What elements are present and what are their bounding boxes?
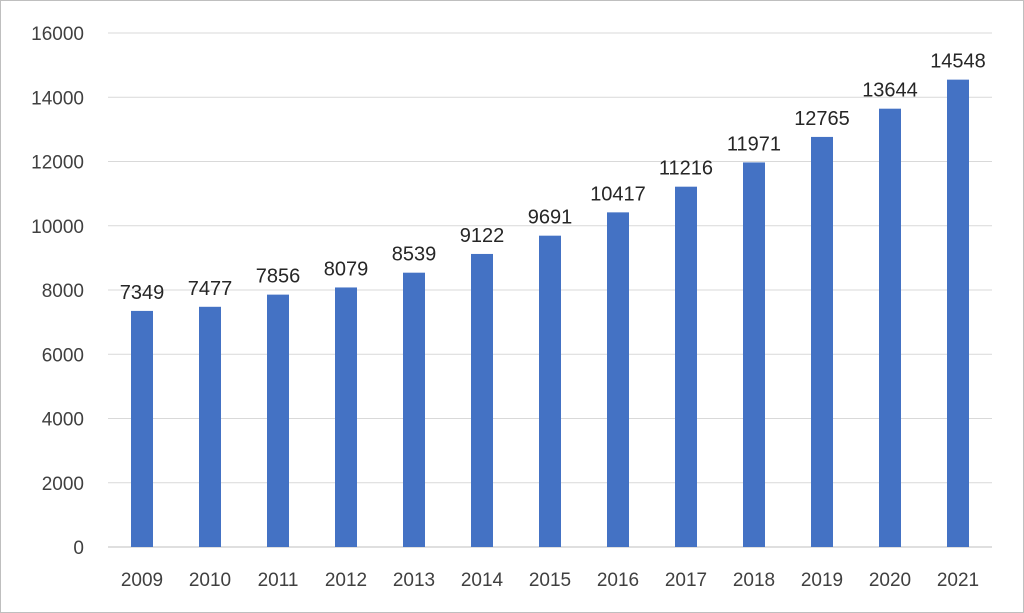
x-axis-ticks: 2009 2010 2011 2012 2013 2014 2015 2016 2017 2018… [121, 570, 979, 591]
bar-2019 [811, 136, 833, 547]
data-label-2015: 9691 [528, 207, 573, 229]
data-label-2014: 9122 [460, 225, 505, 247]
data-label-2011: 7856 [256, 266, 301, 288]
x-tick-label: 2020 [869, 570, 911, 591]
y-tick-label: 14000 [31, 88, 84, 109]
bar-2018 [743, 162, 765, 547]
y-axis-ticks: 0 2000 4000 6000 8000 10000 12000 14000 16000 [31, 24, 84, 559]
y-tick-label: 0 [73, 538, 84, 559]
x-tick-label: 2012 [325, 570, 367, 591]
x-tick-label: 2010 [189, 570, 231, 591]
y-tick-label: 12000 [31, 153, 84, 174]
x-tick-label: 2021 [937, 570, 979, 591]
x-tick-label: 2018 [733, 570, 775, 591]
bar-2015 [539, 235, 561, 547]
bar-2012 [335, 287, 357, 547]
y-tick-label: 4000 [42, 410, 84, 431]
bar-2016 [607, 212, 629, 547]
y-tick-label: 2000 [42, 474, 84, 495]
data-labels: 7349 7477 7856 8079 8539 9122 9691 10417 11216 11… [120, 51, 986, 304]
data-label-2017: 11216 [659, 158, 713, 180]
bar-2014 [471, 253, 493, 547]
x-tick-label: 2014 [461, 570, 504, 591]
data-label-2018: 11971 [727, 133, 781, 155]
y-tick-label: 8000 [42, 281, 84, 302]
bar-2013 [403, 272, 425, 547]
x-tick-label: 2013 [393, 570, 435, 591]
x-tick-label: 2017 [665, 570, 707, 591]
bar-2009 [131, 310, 153, 547]
data-label-2010: 7477 [188, 278, 233, 300]
data-label-2013: 8539 [392, 244, 437, 266]
x-tick-label: 2011 [258, 570, 299, 591]
data-label-2009: 7349 [120, 282, 165, 304]
data-label-2020: 13644 [862, 80, 918, 102]
data-label-2016: 10417 [590, 183, 646, 205]
y-tick-label: 6000 [42, 345, 84, 366]
x-tick-label: 2019 [801, 570, 843, 591]
y-tick-label: 10000 [31, 217, 84, 238]
bars [131, 79, 969, 548]
x-tick-label: 2009 [121, 570, 163, 591]
data-label-2021: 14548 [930, 51, 986, 73]
bar-2017 [675, 186, 697, 547]
y-tick-label: 16000 [31, 24, 84, 45]
data-label-2019: 12765 [794, 108, 850, 130]
data-label-2012: 8079 [324, 258, 369, 280]
bar-2020 [879, 108, 901, 548]
x-tick-label: 2016 [597, 570, 639, 591]
x-tick-label: 2015 [529, 570, 571, 591]
bar-2021 [947, 79, 969, 547]
bar-2010 [199, 306, 221, 547]
bar-2011 [267, 294, 289, 547]
